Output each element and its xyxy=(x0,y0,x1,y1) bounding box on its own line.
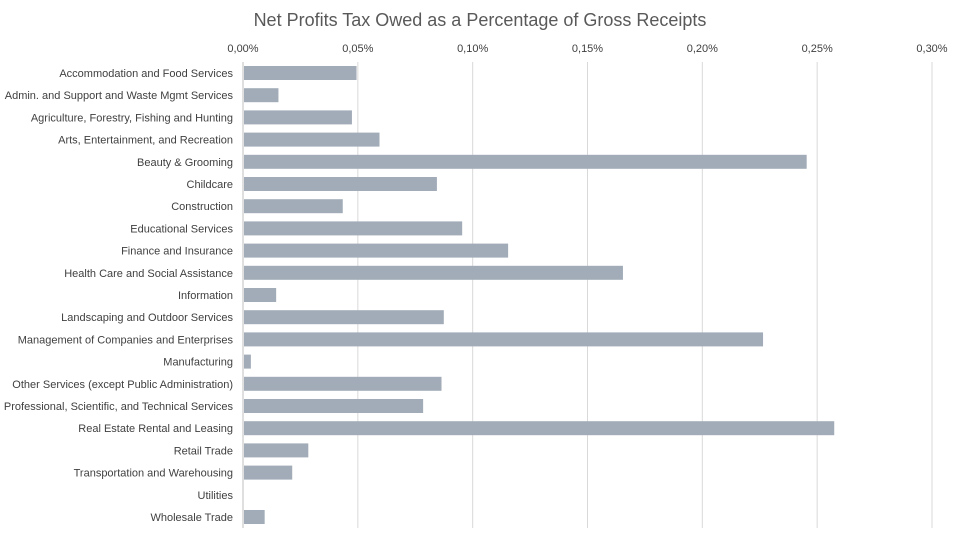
chart-title: Net Profits Tax Owed as a Percentage of … xyxy=(253,10,707,30)
bar xyxy=(244,354,251,369)
category-label: Real Estate Rental and Leasing xyxy=(78,423,233,435)
category-label: Transportation and Warehousing xyxy=(74,468,233,480)
bar xyxy=(244,88,279,103)
bar xyxy=(244,288,277,302)
bar xyxy=(244,154,807,169)
category-label: Other Services (except Public Administra… xyxy=(12,379,233,391)
bar xyxy=(244,443,309,458)
bar xyxy=(244,132,380,147)
x-tick-label: 0,30% xyxy=(916,43,947,55)
x-tick-label: 0,00% xyxy=(227,43,258,55)
bar xyxy=(244,199,343,214)
category-label: Health Care and Social Assistance xyxy=(64,268,233,280)
category-label: Professional, Scientific, and Technical … xyxy=(4,401,234,413)
bar xyxy=(244,399,424,413)
bar xyxy=(244,465,293,480)
x-tick-label: 0,15% xyxy=(572,43,603,55)
bar xyxy=(244,243,509,258)
category-label: Utilities xyxy=(198,490,234,502)
bar xyxy=(244,66,357,80)
category-label: Admin. and Support and Waste Mgmt Servic… xyxy=(5,90,234,102)
category-label: Wholesale Trade xyxy=(150,512,233,524)
category-label: Landscaping and Outdoor Services xyxy=(61,312,233,324)
bar xyxy=(244,332,764,347)
category-label: Manufacturing xyxy=(163,357,233,369)
bar xyxy=(244,177,437,191)
category-label: Construction xyxy=(171,201,233,213)
bar xyxy=(244,310,444,325)
bar xyxy=(244,221,463,236)
category-label: Information xyxy=(178,290,233,302)
category-label: Childcare xyxy=(187,179,233,191)
x-tick-label: 0,20% xyxy=(687,43,718,55)
bar xyxy=(244,376,442,391)
category-label: Beauty & Grooming xyxy=(137,157,233,169)
category-label: Accommodation and Food Services xyxy=(59,68,233,80)
category-label: Management of Companies and Enterprises xyxy=(18,334,234,346)
bar xyxy=(244,510,265,524)
bar xyxy=(244,421,835,436)
x-tick-label: 0,25% xyxy=(802,43,833,55)
bar xyxy=(244,110,352,125)
category-label: Finance and Insurance xyxy=(121,246,233,258)
category-label: Agriculture, Forestry, Fishing and Hunti… xyxy=(31,112,233,124)
x-tick-label: 0,10% xyxy=(457,43,488,55)
x-tick-label: 0,05% xyxy=(342,43,373,55)
category-label: Retail Trade xyxy=(174,445,233,457)
bar xyxy=(244,265,623,280)
category-label: Arts, Entertainment, and Recreation xyxy=(58,135,233,147)
category-label: Educational Services xyxy=(130,223,233,235)
